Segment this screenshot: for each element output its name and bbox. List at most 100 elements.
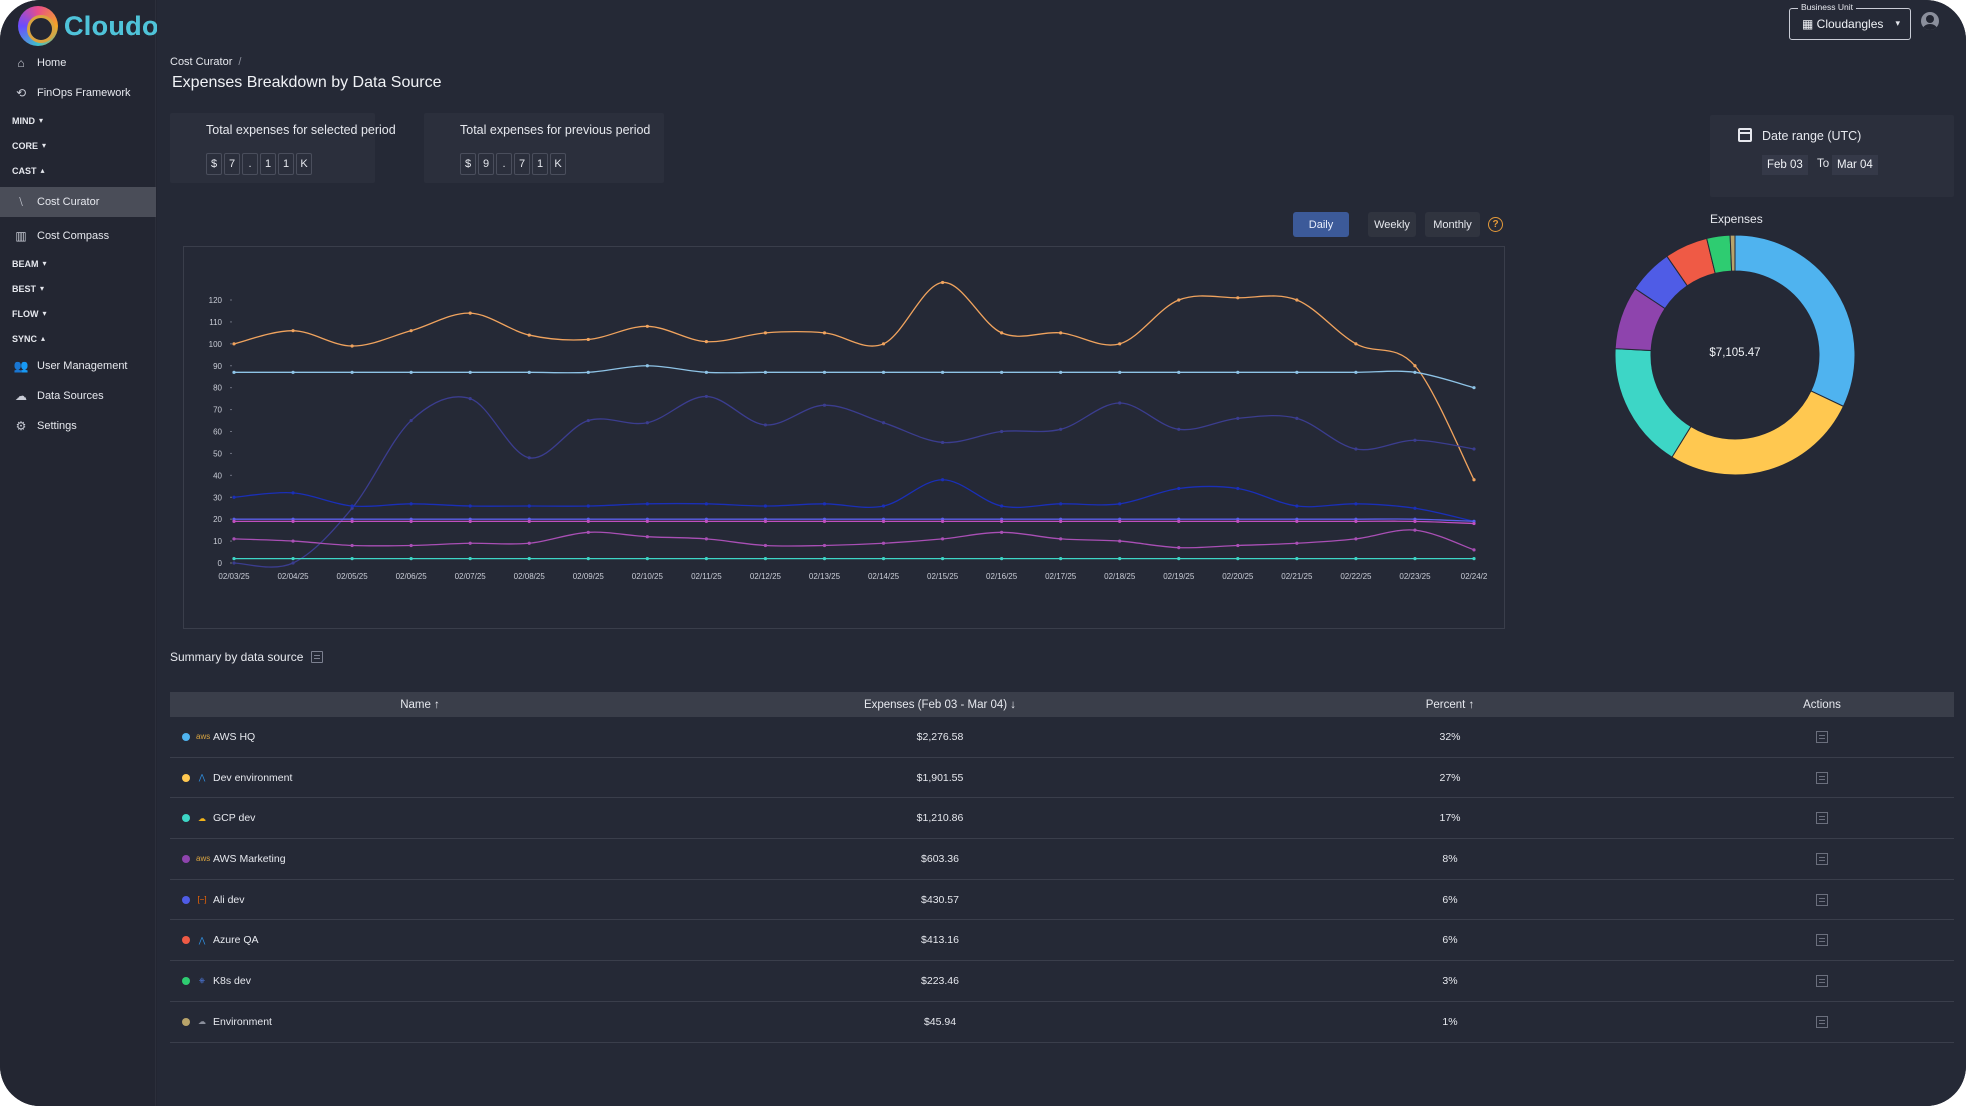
data-point[interactable]	[1059, 557, 1063, 561]
data-point[interactable]	[350, 519, 354, 523]
nav-group-sync[interactable]: SYNC ▴	[0, 326, 156, 351]
toggle-monthly[interactable]: Monthly	[1425, 212, 1480, 237]
data-source-name[interactable]: Azure QA	[213, 934, 259, 947]
sidebar-item-cost-curator[interactable]: ⧵ Cost Curator	[0, 187, 156, 217]
data-point[interactable]	[1000, 429, 1004, 434]
data-point[interactable]	[291, 491, 295, 495]
data-point[interactable]	[468, 504, 472, 508]
breadcrumb-cost-curator[interactable]: Cost Curator	[170, 56, 233, 68]
data-point[interactable]	[645, 517, 649, 521]
data-point[interactable]	[822, 502, 827, 506]
data-point[interactable]	[704, 370, 708, 374]
data-point[interactable]	[350, 517, 354, 521]
data-point[interactable]	[291, 370, 295, 374]
data-point[interactable]	[1295, 504, 1299, 508]
data-point[interactable]	[822, 403, 827, 407]
data-point[interactable]	[822, 517, 827, 521]
data-point[interactable]	[1000, 557, 1004, 561]
data-point[interactable]	[586, 337, 590, 342]
nav-group-flow[interactable]: FLOW ▾	[0, 301, 156, 326]
data-point[interactable]	[232, 557, 236, 561]
data-point[interactable]	[232, 495, 236, 499]
data-point[interactable]	[881, 421, 886, 425]
table-row[interactable]: aws AWS Marketing $603.36 8%	[170, 839, 1954, 880]
nav-group-core[interactable]: CORE ▾	[0, 133, 156, 158]
data-point[interactable]	[1295, 298, 1299, 302]
column-name[interactable]: Name ↑	[400, 698, 440, 711]
data-point[interactable]	[881, 541, 886, 545]
data-point[interactable]	[1059, 502, 1063, 506]
donut-slice-7[interactable]	[1729, 234, 1736, 272]
data-point[interactable]	[763, 370, 768, 374]
details-icon[interactable]	[1816, 852, 1828, 865]
data-point[interactable]	[1413, 557, 1417, 561]
data-point[interactable]	[822, 543, 827, 548]
data-point[interactable]	[940, 519, 945, 523]
data-point[interactable]	[1118, 517, 1122, 521]
data-point[interactable]	[409, 543, 413, 548]
data-point[interactable]	[1472, 447, 1476, 451]
data-point[interactable]	[232, 561, 236, 565]
data-point[interactable]	[350, 557, 354, 561]
data-point[interactable]	[1000, 530, 1004, 534]
nav-group-beam[interactable]: BEAM ▾	[0, 251, 156, 276]
table-row[interactable]: [−] Ali dev $430.57 6%	[170, 880, 1954, 921]
toggle-daily[interactable]: Daily	[1293, 212, 1349, 237]
details-icon[interactable]	[1816, 812, 1828, 825]
data-point[interactable]	[586, 517, 590, 521]
donut-slice-1[interactable]	[1671, 390, 1845, 476]
data-point[interactable]	[704, 519, 708, 523]
data-point[interactable]	[468, 311, 472, 315]
data-point[interactable]	[940, 537, 945, 541]
data-point[interactable]	[704, 537, 708, 541]
data-point[interactable]	[468, 541, 472, 545]
data-point[interactable]	[232, 517, 236, 521]
data-point[interactable]	[1177, 517, 1181, 521]
data-point[interactable]	[1472, 557, 1476, 561]
table-row[interactable]: ⋀ Azure QA $413.16 6%	[170, 920, 1954, 962]
data-point[interactable]	[763, 543, 768, 548]
data-point[interactable]	[586, 519, 590, 523]
data-point[interactable]	[881, 557, 886, 561]
data-point[interactable]	[881, 342, 886, 346]
data-point[interactable]	[1354, 447, 1358, 451]
data-point[interactable]	[940, 517, 945, 521]
data-point[interactable]	[527, 517, 531, 521]
data-point[interactable]	[1413, 438, 1417, 442]
data-point[interactable]	[468, 517, 472, 521]
data-point[interactable]	[1118, 539, 1122, 543]
data-point[interactable]	[645, 519, 649, 523]
data-point[interactable]	[645, 557, 649, 561]
nav-group-best[interactable]: BEST ▾	[0, 276, 156, 301]
data-point[interactable]	[1236, 557, 1240, 561]
data-point[interactable]	[1413, 528, 1417, 532]
data-point[interactable]	[881, 504, 886, 508]
data-point[interactable]	[586, 504, 590, 508]
sidebar-item-data-sources[interactable]: ☁ Data Sources	[0, 381, 156, 411]
data-point[interactable]	[1354, 519, 1358, 523]
data-point[interactable]	[468, 519, 472, 523]
data-point[interactable]	[881, 519, 886, 523]
data-point[interactable]	[527, 504, 531, 508]
data-source-name[interactable]: K8s dev	[213, 974, 251, 987]
data-point[interactable]	[1354, 370, 1358, 374]
data-point[interactable]	[1236, 519, 1240, 523]
data-point[interactable]	[1354, 517, 1358, 521]
data-point[interactable]	[1177, 519, 1181, 523]
data-point[interactable]	[704, 517, 708, 521]
data-point[interactable]	[822, 519, 827, 523]
data-point[interactable]	[1472, 548, 1476, 552]
data-point[interactable]	[1177, 427, 1181, 431]
data-point[interactable]	[1118, 557, 1122, 561]
data-point[interactable]	[704, 394, 708, 399]
details-icon[interactable]	[1816, 893, 1828, 906]
table-row[interactable]: ⎈ K8s dev $223.46 3%	[170, 961, 1954, 1002]
data-point[interactable]	[350, 344, 354, 348]
details-icon[interactable]	[1816, 771, 1828, 784]
data-point[interactable]	[1177, 546, 1181, 550]
user-avatar-icon[interactable]	[1921, 12, 1939, 30]
data-point[interactable]	[1118, 502, 1122, 506]
data-point[interactable]	[1413, 517, 1417, 521]
data-point[interactable]	[350, 506, 354, 510]
data-point[interactable]	[586, 370, 590, 374]
